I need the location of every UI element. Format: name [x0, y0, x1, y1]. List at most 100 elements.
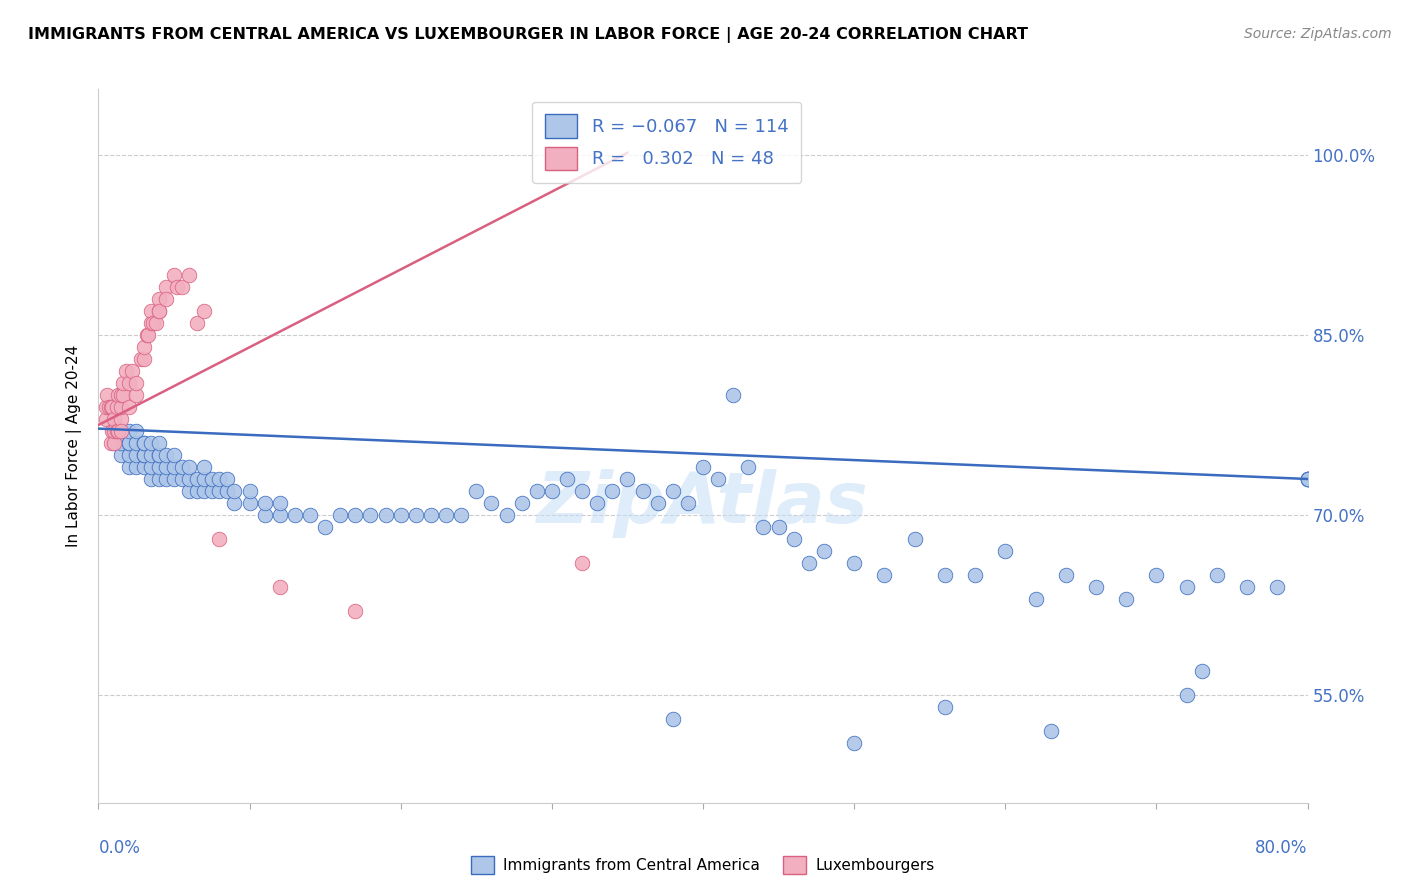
Point — [107, 424, 129, 438]
Point — [135, 328, 157, 343]
Point — [844, 736, 866, 750]
Point — [208, 472, 231, 486]
Point — [118, 424, 141, 438]
Point — [1039, 723, 1062, 738]
Point — [797, 556, 820, 570]
Point — [118, 460, 141, 475]
Point — [465, 483, 488, 498]
Point — [299, 508, 322, 522]
Point — [141, 304, 163, 318]
Point — [284, 508, 307, 522]
Point — [904, 532, 927, 546]
Point — [186, 316, 208, 330]
Point — [125, 388, 148, 402]
Point — [148, 304, 170, 318]
Point — [1296, 472, 1319, 486]
Point — [269, 580, 291, 594]
Point — [215, 472, 238, 486]
Point — [141, 472, 163, 486]
Point — [141, 436, 163, 450]
Point — [329, 508, 352, 522]
Point — [132, 448, 155, 462]
Text: ZipAtlas: ZipAtlas — [537, 468, 869, 538]
Point — [616, 472, 638, 486]
Point — [155, 460, 177, 475]
Point — [934, 699, 956, 714]
Point — [118, 436, 141, 450]
Point — [141, 316, 163, 330]
Point — [1296, 472, 1319, 486]
Point — [1115, 591, 1137, 606]
Point — [813, 544, 835, 558]
Point — [208, 483, 231, 498]
Point — [434, 508, 457, 522]
Point — [253, 496, 276, 510]
Point — [737, 460, 759, 475]
Point — [111, 376, 134, 390]
Point — [98, 400, 121, 414]
Point — [1144, 568, 1167, 582]
Point — [662, 483, 685, 498]
Point — [155, 292, 177, 306]
Point — [965, 568, 987, 582]
Point — [132, 436, 155, 450]
Point — [148, 436, 170, 450]
Point — [662, 712, 685, 726]
Point — [389, 508, 412, 522]
Point — [374, 508, 396, 522]
Point — [692, 460, 714, 475]
Point — [1267, 580, 1289, 594]
Point — [118, 436, 141, 450]
Text: Source: ZipAtlas.com: Source: ZipAtlas.com — [1244, 27, 1392, 41]
Point — [179, 460, 201, 475]
Point — [186, 472, 208, 486]
Point — [1191, 664, 1213, 678]
Point — [148, 448, 170, 462]
Point — [148, 304, 170, 318]
Point — [186, 483, 208, 498]
Point — [163, 472, 186, 486]
Point — [224, 496, 246, 510]
Point — [1024, 591, 1046, 606]
Point — [101, 424, 124, 438]
Point — [783, 532, 806, 546]
Point — [166, 280, 188, 294]
Point — [132, 436, 155, 450]
Text: 0.0%: 0.0% — [98, 838, 141, 857]
Point — [103, 436, 125, 450]
Point — [110, 388, 132, 402]
Point — [1054, 568, 1077, 582]
Point — [163, 460, 186, 475]
Point — [132, 460, 155, 475]
Point — [155, 280, 177, 294]
Point — [125, 460, 148, 475]
Point — [707, 472, 730, 486]
Point — [148, 448, 170, 462]
Point — [752, 520, 775, 534]
Point — [215, 483, 238, 498]
Point — [110, 436, 132, 450]
Text: 80.0%: 80.0% — [1256, 838, 1308, 857]
Point — [103, 436, 125, 450]
Point — [344, 604, 367, 618]
Point — [201, 483, 224, 498]
Point — [125, 376, 148, 390]
Point — [360, 508, 382, 522]
Point — [125, 436, 148, 450]
Point — [142, 316, 165, 330]
Point — [125, 448, 148, 462]
Point — [1296, 472, 1319, 486]
Point — [100, 400, 122, 414]
Point — [179, 483, 201, 498]
Point — [844, 556, 866, 570]
Point — [145, 316, 167, 330]
Point — [136, 328, 159, 343]
Point — [111, 388, 134, 402]
Point — [555, 472, 578, 486]
Point — [103, 424, 125, 438]
Point — [571, 483, 593, 498]
Text: IMMIGRANTS FROM CENTRAL AMERICA VS LUXEMBOURGER IN LABOR FORCE | AGE 20-24 CORRE: IMMIGRANTS FROM CENTRAL AMERICA VS LUXEM… — [28, 27, 1028, 43]
Point — [94, 400, 117, 414]
Point — [193, 483, 215, 498]
Point — [239, 483, 262, 498]
